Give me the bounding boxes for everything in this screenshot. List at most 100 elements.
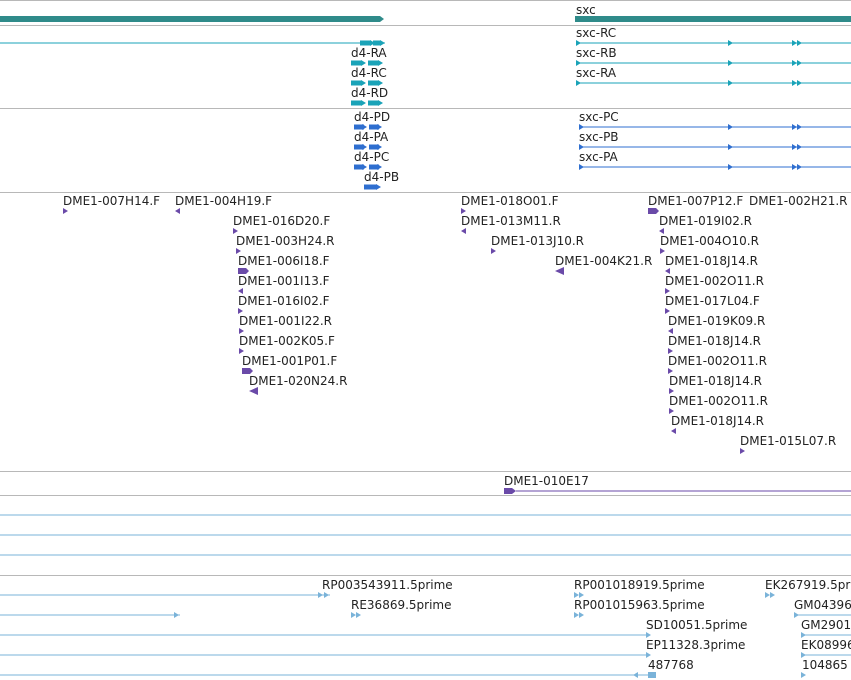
clone-glyph [491,248,496,254]
clone-label[interactable]: DME1-002O11.R [668,354,767,368]
strand-arrow [792,60,797,66]
clone-label[interactable]: DME1-004H19.F [175,194,273,208]
exon-block [368,60,378,66]
clone-label[interactable]: DME1-002O11.R [665,274,764,288]
clone-label[interactable]: DME1-001P01.F [242,354,338,368]
strand-arrow [765,592,770,598]
est-label[interactable]: EK08996 [801,638,851,652]
protein-label[interactable]: sxc-PA [579,150,618,164]
clone-label[interactable]: DME1-013J10.R [491,234,585,248]
clone-label[interactable]: DME1-004K21.R [555,254,653,268]
clone-glyph [238,268,249,274]
est-label[interactable]: GM2901 [801,618,851,632]
protein-label[interactable]: d4-PC [354,150,390,164]
est-label[interactable]: 487768 [648,658,694,672]
strand-arrow [576,40,581,46]
clone-label[interactable]: DME1-018J14.R [671,414,765,428]
strand-arrow [378,60,383,66]
strand-arrow [579,124,584,130]
clone-label[interactable]: DME1-016I02.F [238,294,330,308]
gene-bar [575,16,851,22]
clone-glyph [238,308,243,314]
est-label[interactable]: EK267919.5prime [765,578,851,592]
clone-glyph [63,208,68,214]
est-label[interactable]: RE36869.5prime [351,598,452,612]
clone-glyph [239,348,244,354]
exon-block [368,80,378,86]
clone-label[interactable]: DME1-013M11.R [461,214,561,228]
clone-label[interactable]: DME1-018J14.R [668,334,762,348]
est-label[interactable]: EP11328.3prime [646,638,746,652]
transcript-label[interactable]: d4-RA [351,46,387,60]
clone-label[interactable]: DME1-017L04.F [665,294,760,308]
exon-block [369,164,379,170]
protein-label[interactable]: sxc-PB [579,130,619,144]
clone-glyph [175,208,180,214]
clone-label[interactable]: DME1-007H14.F [63,194,161,208]
strand-arrow [361,100,366,106]
clone-label[interactable]: DME1-018J14.R [665,254,759,268]
est-label[interactable]: 104865 [802,658,848,672]
est-label[interactable]: SD10051.5prime [646,618,748,632]
clone-label[interactable]: DME1-002O11.R [669,394,768,408]
strand-arrow [794,612,799,618]
clone-label[interactable]: DME1-020N24.R [249,374,348,388]
clone-label[interactable]: DME1-015L07.R [740,434,837,448]
est-label[interactable]: RP001018919.5prime [574,578,705,592]
strand-arrow [318,592,323,598]
exon-block [369,144,379,150]
transcript-label[interactable]: sxc-RC [576,26,617,40]
transcript-label[interactable]: d4-RD [351,86,389,100]
protein-label[interactable]: d4-PB [364,170,400,184]
clone-label[interactable]: DME1-019K09.R [668,314,766,328]
clone-glyph [242,368,253,374]
transcript-label[interactable]: sxc-RA [576,66,617,80]
protein-label[interactable]: sxc-PC [579,110,619,124]
gene-label[interactable]: sxc [576,3,596,17]
strand-arrow [377,144,382,150]
clone-label[interactable]: DME1-016D20.F [233,214,331,228]
clone-glyph [660,248,665,254]
transcript-label[interactable]: d4-RC [351,66,387,80]
exon-block [354,144,364,150]
clone-label[interactable]: DME1-003H24.R [236,234,335,248]
strand-arrow [362,164,367,170]
clone-label[interactable]: DME1-018J14.R [669,374,763,388]
strand-arrow [792,164,797,170]
est-label[interactable]: RP001015963.5prime [574,598,705,612]
clone-label[interactable]: DME1-019I02.R [659,214,753,228]
clone-label[interactable]: DME1-001I22.R [239,314,333,328]
clone-label[interactable]: DME1-002K05.F [239,334,335,348]
clone-glyph [669,388,674,394]
clone-label[interactable]: DME1-007P12.F [648,194,744,208]
est-block [648,672,656,678]
est-label[interactable]: RP003543911.5prime [322,578,453,592]
strand-arrow [362,124,367,130]
protein-label[interactable]: d4-PA [354,130,389,144]
strand-arrow [792,80,797,86]
clone-glyph [555,267,564,275]
strand-arrow [728,164,733,170]
clone-glyph [238,288,243,294]
clone-label[interactable]: DME1-018O01.F [461,194,559,208]
strand-arrow [801,652,806,658]
est-label[interactable]: GM04396 [794,598,851,612]
clone-label[interactable]: DME1-004O10.R [660,234,759,248]
clone-glyph [236,248,241,254]
track-divider-bac [0,471,851,472]
transcript-label[interactable]: sxc-RB [576,46,617,60]
bac-label[interactable]: DME1-010E17 [504,474,589,488]
clone-label[interactable]: DME1-006I18.F [238,254,330,268]
strand-arrow [579,612,584,618]
clone-glyph [668,368,673,374]
strand-arrow [351,612,356,618]
track-divider-top [0,0,851,1]
clone-label[interactable]: DME1-001I13.F [238,274,330,288]
strand-arrow [728,144,733,150]
protein-label[interactable]: d4-PD [354,110,391,124]
clone-label[interactable]: DME1-002H21.R [749,194,848,208]
strand-arrow [574,592,579,598]
clone-glyph [740,448,745,454]
clone-glyph [659,228,664,234]
